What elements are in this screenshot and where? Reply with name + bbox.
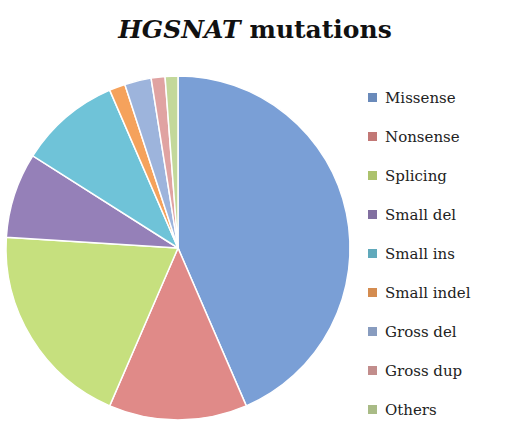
legend-label: Missense: [385, 89, 456, 107]
legend-swatch: [368, 210, 377, 219]
legend-label: Nonsense: [385, 128, 460, 146]
legend-swatch: [368, 327, 377, 336]
legend-label: Small indel: [385, 284, 471, 302]
legend-label: Gross dup: [385, 362, 462, 380]
legend-label: Others: [385, 401, 437, 419]
legend-swatch: [368, 405, 377, 414]
slice: [151, 76, 178, 248]
legend-swatch: [368, 288, 377, 297]
legend-swatch: [368, 132, 377, 141]
legend-label: Small del: [385, 206, 456, 224]
legend-label: Small ins: [385, 245, 455, 263]
legend-swatch: [368, 249, 377, 258]
slice: [6, 237, 178, 406]
legend-label: Splicing: [385, 167, 447, 185]
legend-swatch: [368, 366, 377, 375]
legend: Missense Nonsense Splicing Small del Small i…: [368, 89, 471, 419]
chart: HGSNAT mutations Missense Nonsense Splicing…: [0, 0, 510, 448]
legend-label: Gross del: [385, 323, 457, 341]
slice: [165, 76, 178, 248]
legend-swatch: [368, 171, 377, 180]
legend-swatch: [368, 93, 377, 102]
title: HGSNAT mutations: [117, 15, 392, 44]
pie: [6, 76, 350, 420]
